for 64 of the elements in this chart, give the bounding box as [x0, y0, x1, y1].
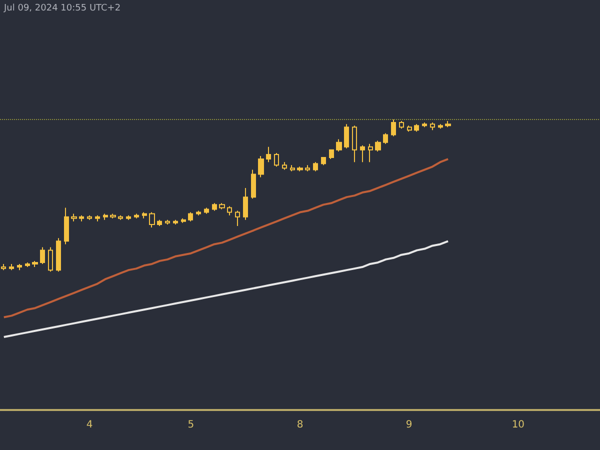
candlestick — [1, 263, 6, 271]
x-tick-label: 8 — [296, 420, 304, 430]
candlestick — [352, 125, 357, 163]
candlestick — [297, 166, 303, 172]
candlestick — [360, 144, 365, 163]
candlestick — [375, 140, 381, 152]
candlestick — [173, 219, 178, 225]
candlestick — [17, 263, 22, 271]
candlestick — [79, 214, 84, 222]
x-tick-label: 9 — [406, 420, 412, 430]
candlestick — [25, 262, 30, 268]
candlestick — [251, 169, 256, 200]
candlestick — [313, 162, 318, 172]
candlestick — [305, 164, 310, 172]
candlestick — [422, 122, 427, 128]
candlestick — [64, 207, 69, 245]
candlestick — [282, 162, 287, 170]
candlestick — [266, 146, 271, 163]
candlestick — [219, 202, 225, 210]
candlestick — [258, 156, 264, 178]
candlestick — [157, 219, 162, 226]
candlestick — [9, 263, 14, 271]
x-tick-label: 5 — [188, 420, 194, 430]
candlestick — [414, 124, 419, 132]
candlestick — [391, 119, 396, 137]
candlestick — [103, 213, 108, 220]
candlestick — [87, 214, 92, 220]
candlestick — [165, 219, 170, 225]
candlestick — [126, 214, 131, 220]
candlestick — [212, 202, 217, 212]
candlestick — [383, 132, 388, 144]
candlestick — [235, 210, 240, 226]
candlestick — [344, 124, 349, 149]
x-tick-label: 10 — [512, 420, 525, 430]
candlestick — [407, 125, 412, 132]
candlestick — [274, 152, 279, 168]
candlestick — [142, 212, 147, 219]
candlestick — [445, 120, 451, 128]
candlestick — [430, 122, 435, 131]
candlestick — [71, 213, 77, 222]
candlestick — [134, 213, 139, 219]
candlestick — [204, 207, 209, 214]
candlestick — [32, 260, 38, 268]
candlestick — [188, 212, 193, 222]
candlestick — [48, 246, 53, 272]
candlestick — [181, 218, 186, 224]
candlestick — [329, 149, 334, 160]
text: Jul 09, 2024 10:55 UTC+2 — [3, 4, 121, 14]
candlestick — [110, 213, 116, 219]
candlestick — [227, 206, 232, 216]
candlestick — [368, 143, 373, 163]
candlestick — [438, 124, 443, 130]
candlestick — [149, 212, 155, 228]
candlestick — [336, 138, 342, 152]
candlestick — [399, 120, 404, 130]
candlestick — [196, 210, 201, 216]
candlestick — [56, 238, 61, 272]
candlestick — [40, 246, 45, 264]
candlestick — [118, 214, 123, 220]
candlestick — [321, 157, 326, 166]
candlestick — [243, 187, 248, 220]
x-tick-label: 4 — [86, 420, 93, 430]
candlestick — [95, 214, 100, 222]
candlestick — [290, 164, 295, 172]
